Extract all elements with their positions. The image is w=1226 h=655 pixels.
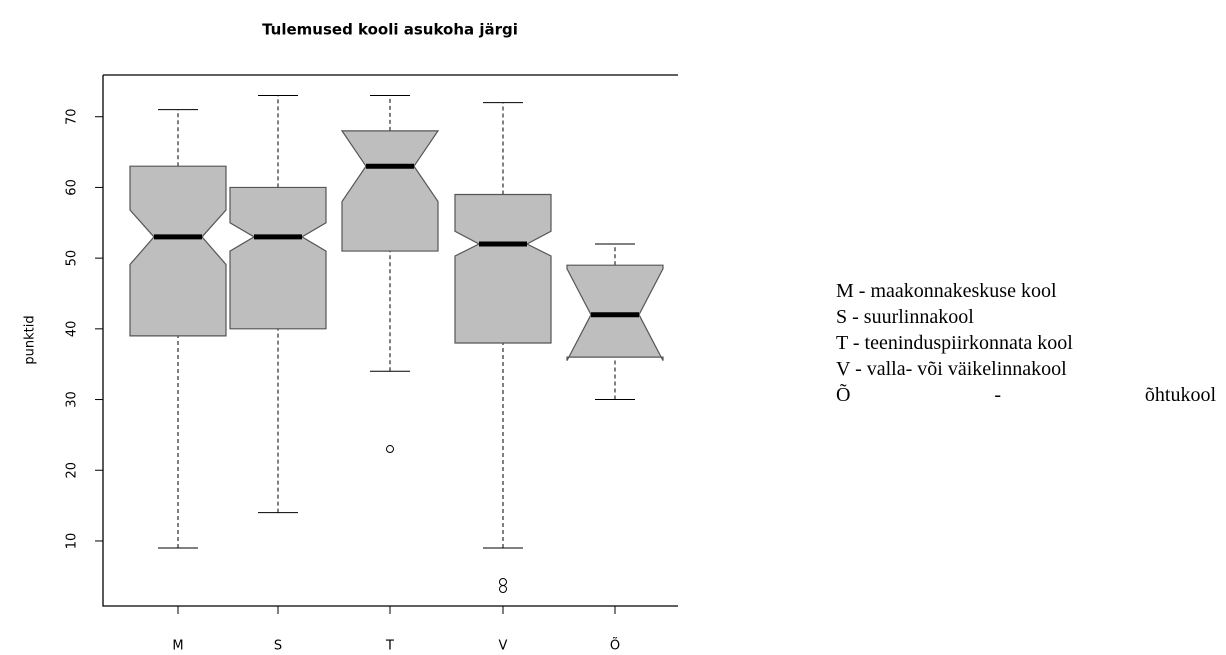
legend-entry: S - suurlinnakool [836,306,974,328]
y-tick-label: 60 [65,179,80,196]
legend-entry: T - teeninduspiirkonnata kool [836,332,1073,354]
chart: Tulemused kooli asukoha järgi punktid 10… [23,21,678,654]
y-tick-label: 40 [65,321,80,338]
outlier [499,585,507,594]
x-tick-label: T [385,639,394,654]
legend-entry: V - valla- või väikelinnakool [836,358,1067,380]
y-tick-label: 30 [65,391,80,408]
chart-title: Tulemused kooli asukoha järgi [262,21,518,39]
y-tick-label: 20 [65,462,80,479]
y-tick-label: 10 [65,533,80,550]
legend-entry: Õ - õhtukool [836,384,1216,406]
outlier [386,445,394,454]
x-tick-label: M [172,639,183,654]
x-tick-label: Õ [610,638,620,654]
outlier [499,577,507,586]
y-tick-label: 50 [65,250,80,267]
box [229,186,327,330]
x-tick-label: V [499,639,508,654]
box [340,130,440,252]
y-axis-label: punktid [23,315,38,364]
box [454,193,552,344]
plot-frame [102,74,678,607]
x-tick-label: S [274,639,282,654]
box [129,165,227,337]
y-tick-label: 70 [65,108,80,125]
legend: M - maakonnakeskuse kool S - suurlinnakoo… [836,278,1216,408]
legend-entry: M - maakonnakeskuse kool [836,280,1057,302]
